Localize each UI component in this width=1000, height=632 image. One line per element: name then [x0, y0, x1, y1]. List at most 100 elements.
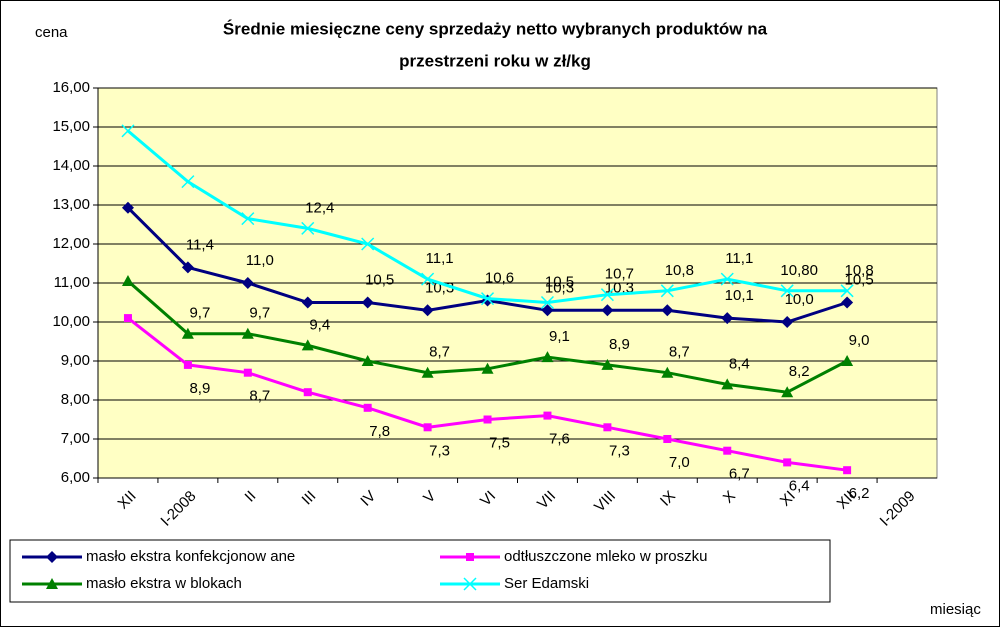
data-label: 11,4 — [186, 236, 214, 253]
marker — [421, 366, 434, 378]
marker — [843, 466, 852, 475]
marker — [541, 351, 554, 363]
data-label: 10,7 — [605, 266, 634, 283]
data-label: 7,8 — [369, 423, 390, 440]
marker — [543, 411, 552, 420]
data-label: 10,8 — [665, 262, 694, 279]
y-tick-label: 11,00 — [54, 274, 90, 291]
data-label: 7,6 — [549, 431, 570, 448]
marker — [243, 368, 252, 377]
marker — [661, 366, 674, 378]
marker — [720, 272, 734, 286]
marker — [600, 288, 614, 302]
y-tick-label: 7,00 — [61, 430, 90, 447]
marker — [663, 435, 672, 443]
data-label: 9,0 — [849, 332, 870, 349]
marker — [661, 304, 674, 317]
data-label: 8,7 — [669, 344, 690, 361]
marker — [363, 403, 372, 412]
marker — [540, 295, 554, 310]
y-tick-label: 13,00 — [52, 196, 90, 213]
y-tick-label: 15,00 — [52, 118, 90, 135]
data-label: 10,8 — [845, 262, 874, 279]
data-label: 9,7 — [249, 305, 270, 322]
marker — [361, 296, 374, 309]
data-label: 10,5 — [545, 273, 574, 290]
marker — [301, 221, 315, 235]
y-tick-label: 10,00 — [52, 313, 90, 330]
y-tick-label: 14,00 — [52, 157, 90, 174]
marker — [421, 304, 434, 317]
marker — [121, 124, 135, 138]
marker — [303, 388, 312, 397]
y-tick-label: 6,00 — [61, 469, 90, 486]
marker — [121, 201, 134, 214]
marker — [46, 551, 58, 563]
x-axis-label: miesiąc — [930, 601, 981, 618]
y-tick-label: 8,00 — [61, 391, 90, 408]
data-label: 6,4 — [789, 477, 810, 494]
marker — [301, 296, 314, 309]
marker — [541, 304, 554, 317]
data-label: 9,7 — [189, 305, 210, 322]
legend-label: masło ekstra konfekcjonow ane — [86, 548, 295, 565]
marker — [721, 312, 734, 325]
marker — [781, 386, 794, 398]
marker — [181, 175, 195, 189]
marker — [481, 292, 495, 306]
data-label: 10,80 — [780, 262, 818, 279]
data-label: 9,4 — [309, 316, 330, 333]
marker — [463, 577, 477, 591]
marker — [783, 458, 792, 467]
marker — [601, 304, 614, 317]
marker — [241, 212, 255, 226]
marker — [421, 272, 435, 286]
y-tick-label: 9,00 — [61, 352, 90, 369]
marker — [181, 261, 194, 274]
legend-label: odtłuszczone mleko w proszku — [504, 548, 707, 565]
marker — [241, 277, 254, 289]
marker — [361, 355, 374, 366]
data-label: 7,5 — [489, 434, 510, 451]
data-label: 8,9 — [189, 380, 210, 397]
marker — [481, 362, 494, 374]
marker — [483, 415, 492, 424]
marker — [723, 446, 732, 455]
marker — [46, 578, 58, 589]
marker — [241, 327, 254, 339]
y-tick-label: 16,00 — [52, 79, 90, 96]
marker — [721, 378, 734, 390]
y-axis-label: cena — [35, 24, 68, 41]
marker — [361, 237, 375, 251]
marker — [423, 423, 432, 432]
data-label: 10,5 — [845, 271, 874, 288]
marker — [601, 358, 614, 370]
data-label: 8,7 — [429, 344, 450, 361]
data-label: 6,7 — [729, 466, 750, 483]
marker — [840, 284, 854, 298]
legend-label: masło ekstra w blokach — [86, 575, 242, 592]
data-label: 6,2 — [849, 485, 870, 502]
marker — [121, 275, 134, 287]
data-label: 7,3 — [429, 442, 450, 459]
chart-title: Średnie miesięczne ceny sprzedaży netto … — [223, 19, 768, 38]
data-label: 10,5 — [365, 271, 394, 288]
marker — [123, 314, 132, 323]
chart-title: przestrzeni roku w zł/kg — [399, 51, 591, 70]
data-label: 8,7 — [249, 388, 270, 405]
y-tick-label: 12,00 — [52, 235, 90, 252]
data-label: 11,1 — [426, 250, 454, 267]
marker — [841, 296, 854, 309]
data-label: 8,9 — [609, 336, 630, 353]
marker — [466, 553, 474, 561]
data-label: 10,1 — [725, 287, 754, 304]
marker — [181, 327, 194, 339]
data-label: 10,3 — [545, 279, 574, 296]
data-label: 8,2 — [789, 363, 810, 380]
legend — [9, 539, 831, 603]
data-label: 9,1 — [549, 328, 570, 345]
data-label: 10,6 — [485, 270, 514, 287]
data-label: 8,4 — [729, 355, 750, 372]
data-label: 12,4 — [305, 199, 334, 216]
